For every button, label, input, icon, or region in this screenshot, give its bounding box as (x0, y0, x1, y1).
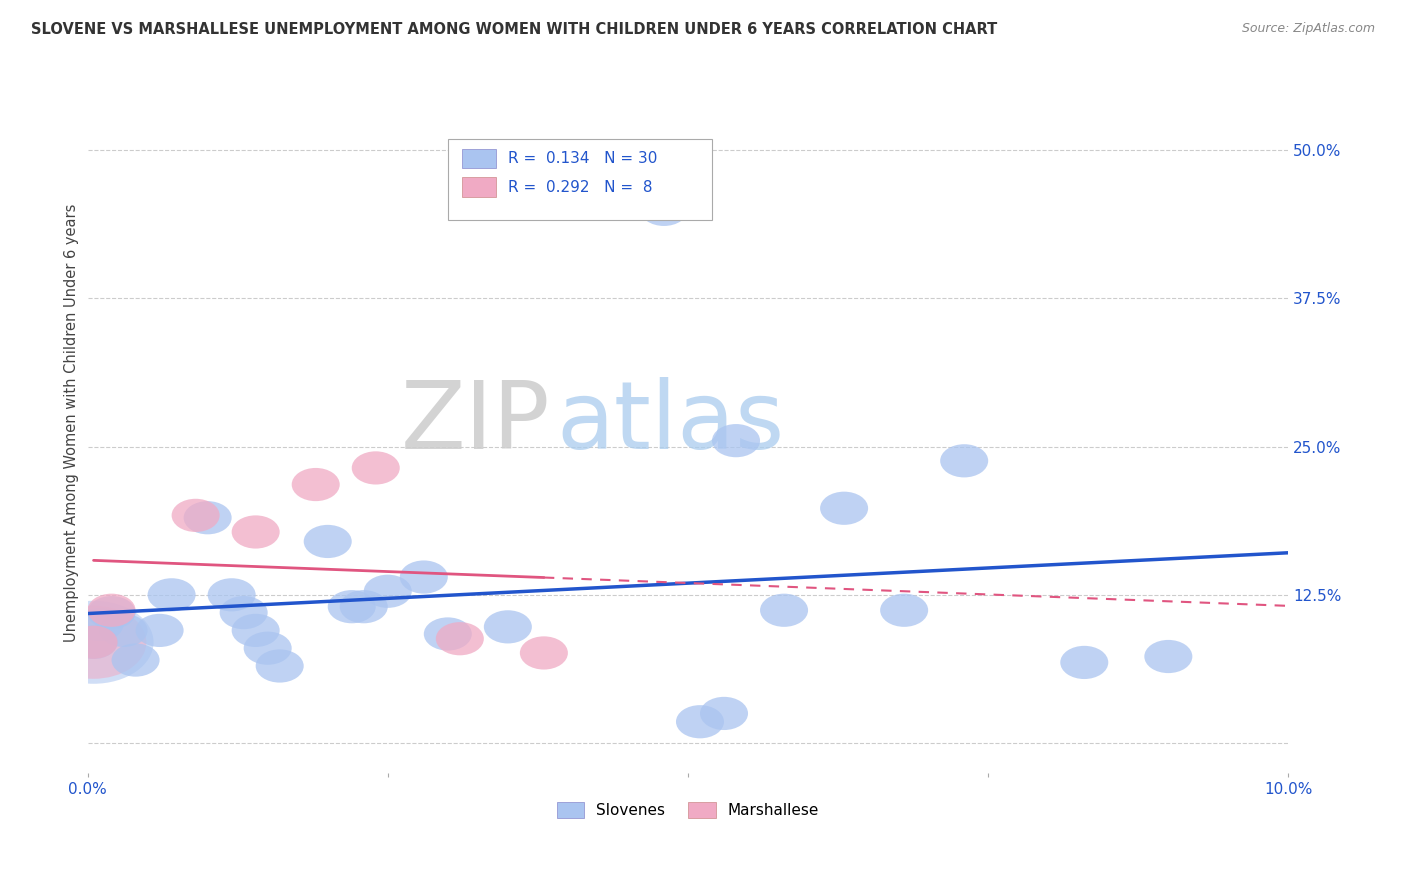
Ellipse shape (41, 606, 146, 679)
Ellipse shape (1060, 646, 1108, 679)
Ellipse shape (1144, 640, 1192, 673)
Ellipse shape (364, 574, 412, 607)
Ellipse shape (352, 451, 399, 484)
Ellipse shape (880, 594, 928, 627)
Ellipse shape (711, 424, 761, 458)
Ellipse shape (232, 516, 280, 549)
Ellipse shape (172, 499, 219, 532)
Ellipse shape (69, 625, 118, 659)
Ellipse shape (76, 607, 124, 641)
Ellipse shape (340, 591, 388, 624)
Ellipse shape (87, 594, 135, 627)
Ellipse shape (34, 601, 153, 684)
Ellipse shape (328, 591, 375, 624)
Text: ZIP: ZIP (401, 376, 550, 469)
Ellipse shape (941, 444, 988, 477)
Ellipse shape (399, 560, 447, 594)
Ellipse shape (520, 636, 568, 670)
Ellipse shape (436, 622, 484, 656)
Ellipse shape (111, 643, 160, 677)
Ellipse shape (304, 524, 352, 558)
Legend: Slovenes, Marshallese: Slovenes, Marshallese (551, 797, 825, 824)
Ellipse shape (87, 596, 135, 629)
Ellipse shape (820, 491, 868, 524)
Ellipse shape (208, 578, 256, 611)
Text: R =  0.134   N = 30: R = 0.134 N = 30 (508, 151, 657, 166)
Ellipse shape (219, 596, 267, 629)
Ellipse shape (761, 594, 808, 627)
Ellipse shape (484, 610, 531, 643)
Ellipse shape (423, 617, 472, 650)
Text: Source: ZipAtlas.com: Source: ZipAtlas.com (1241, 22, 1375, 36)
Text: R =  0.292   N =  8: R = 0.292 N = 8 (508, 179, 652, 194)
Ellipse shape (676, 706, 724, 739)
FancyBboxPatch shape (463, 149, 496, 169)
Y-axis label: Unemployment Among Women with Children Under 6 years: Unemployment Among Women with Children U… (65, 203, 79, 642)
Ellipse shape (243, 632, 291, 665)
Ellipse shape (184, 501, 232, 534)
Ellipse shape (640, 193, 688, 226)
Ellipse shape (232, 614, 280, 647)
Ellipse shape (700, 697, 748, 730)
FancyBboxPatch shape (463, 178, 496, 197)
Ellipse shape (135, 614, 184, 647)
Ellipse shape (69, 625, 118, 659)
Text: SLOVENE VS MARSHALLESE UNEMPLOYMENT AMONG WOMEN WITH CHILDREN UNDER 6 YEARS CORR: SLOVENE VS MARSHALLESE UNEMPLOYMENT AMON… (31, 22, 997, 37)
Ellipse shape (256, 649, 304, 682)
Ellipse shape (100, 614, 148, 647)
Ellipse shape (291, 468, 340, 501)
FancyBboxPatch shape (447, 139, 711, 220)
Text: atlas: atlas (555, 376, 785, 469)
Ellipse shape (148, 578, 195, 611)
